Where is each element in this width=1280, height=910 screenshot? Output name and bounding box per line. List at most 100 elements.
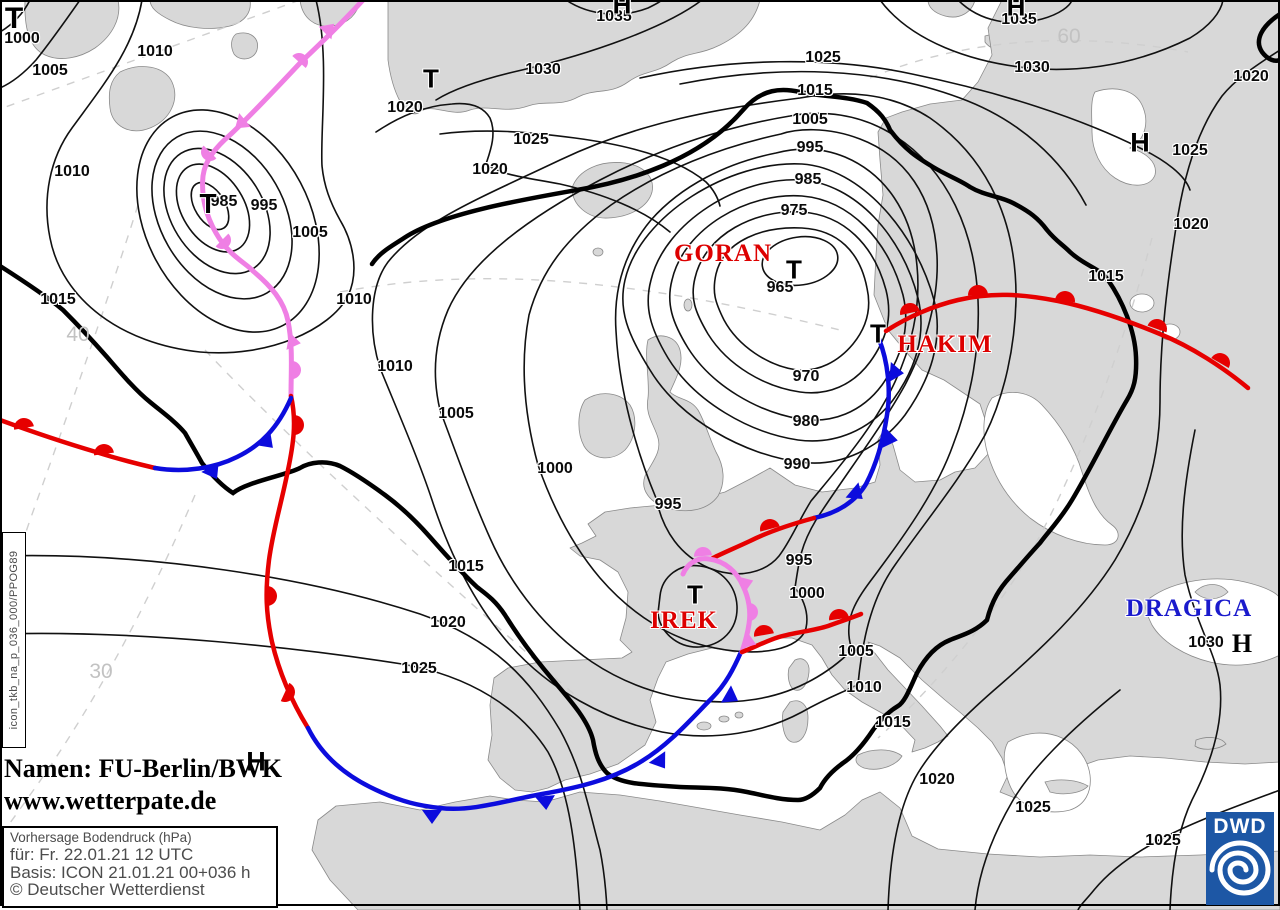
isobar-label: 1035 [596, 8, 632, 25]
isobars-bold [0, 11, 1280, 803]
dwd-logo-text: DWD [1213, 815, 1267, 838]
land-ireland [578, 393, 636, 459]
latitude-label: 40 [66, 323, 90, 346]
land-shetland [683, 298, 693, 312]
cold-front-markers [201, 362, 904, 824]
isobar-label: 1010 [137, 43, 173, 60]
latitude-label: 30 [89, 660, 113, 683]
land-great-britain [643, 335, 724, 512]
isobar-label: 1020 [430, 614, 466, 631]
land-corsica [787, 658, 810, 691]
info-model-basis: Basis: ICON 21.01.21 00+036 h [10, 862, 251, 882]
cyclone-name-irek: IREK [650, 607, 718, 634]
forecast-info-box: Vorhersage Bodendruck (hPa) für: Fr. 22.… [2, 826, 278, 908]
warm-front [710, 515, 817, 561]
isobar-label: 1020 [919, 771, 955, 788]
isobar-label: 1010 [377, 358, 413, 375]
isobar-label: 1015 [1088, 268, 1124, 285]
isobar-label: 1025 [1145, 832, 1181, 849]
warm-front [739, 611, 864, 655]
isobar-label: 1030 [1014, 59, 1050, 76]
isobar-label: 1005 [792, 111, 828, 128]
isobar-label: 1025 [805, 49, 841, 66]
isobar-label: 1010 [336, 291, 372, 308]
isobar-label: 1010 [846, 679, 882, 696]
land-balearics [696, 721, 712, 731]
isobar-label: 1035 [1001, 11, 1037, 28]
isobar-label: 1025 [1015, 799, 1051, 816]
isobar-label: 995 [785, 552, 813, 569]
isobar-label: 1000 [789, 585, 825, 602]
isobar-label: 1025 [401, 660, 437, 677]
website-url: www.wetterpate.de [4, 786, 217, 815]
info-title: Vorhersage Bodendruck (hPa) [10, 830, 192, 845]
warm-front [264, 393, 311, 731]
low-center-symbol-goran: T [786, 254, 802, 285]
low-center-symbol: T [423, 63, 439, 94]
isobar-label: 990 [783, 456, 811, 473]
isobar-label: 995 [654, 496, 682, 513]
isobar-label: 1005 [32, 62, 68, 79]
isobar-label: 1020 [1233, 68, 1269, 85]
info-copyright: © Deutscher Wetterdienst [10, 880, 205, 900]
sea-white-sea [1091, 88, 1156, 186]
isobar-label: 975 [780, 202, 808, 219]
isobar-label: 1020 [387, 99, 423, 116]
isobar-label: 1005 [838, 643, 874, 660]
land-crete [1044, 779, 1089, 795]
isobar-label: 1030 [525, 61, 561, 78]
isobar-label: 1020 [472, 161, 508, 178]
sea-black-sea [1145, 578, 1280, 666]
land-arctic-islands [231, 32, 258, 60]
occluded-front-markers [201, 23, 758, 649]
sea-baltic [983, 391, 1119, 546]
anticyclone-name-dragica: DRAGICA [1125, 595, 1253, 622]
land-balearics [734, 711, 744, 719]
cyclone-name-hakim: HAKIM [897, 331, 993, 358]
product-code: icon_tkb_na_p_036_000/PPOG89 [8, 550, 20, 730]
lake [1129, 293, 1155, 313]
high-center-symbol: H [1006, 0, 1026, 22]
isobar-label: 1020 [1173, 216, 1209, 233]
low-center-symbol-irek: T [687, 579, 703, 610]
isobar-label: 1025 [513, 131, 549, 148]
cold-front [305, 649, 744, 811]
land-arctic-islands [108, 66, 176, 132]
isobar-label: 995 [250, 197, 278, 214]
land-faroe [592, 247, 604, 257]
isobar-label: 1005 [292, 224, 328, 241]
dwd-spiral-icon [1209, 840, 1271, 896]
isobar-label: 1005 [438, 405, 474, 422]
latitude-label: 60 [1057, 25, 1081, 48]
cyclone-name-goran: GORAN [673, 240, 773, 267]
isobar-label: 980 [792, 413, 820, 430]
isobar-label: 1000 [4, 30, 40, 47]
names-credit: Namen: FU-Berlin/BWK [4, 754, 283, 783]
land-north-africa [311, 791, 1280, 910]
isobar-label: 995 [796, 139, 824, 156]
isobar-label: 970 [792, 368, 820, 385]
warm-front [0, 417, 158, 471]
land-crimea [1194, 584, 1229, 600]
isobar-label: 1015 [797, 82, 833, 99]
info-valid-time: für: Fr. 22.01.21 12 UTC [10, 845, 194, 865]
isobar-label: 1030 [1188, 634, 1224, 651]
cold-front [152, 395, 294, 473]
warm-front-markers [14, 285, 1230, 702]
isobar-label: 1015 [448, 558, 484, 575]
high-center-symbol-dragica: H [1231, 629, 1253, 658]
product-code-box: icon_tkb_na_p_036_000/PPOG89 [2, 532, 26, 748]
isobar-label: 1015 [40, 291, 76, 308]
fronts [0, 0, 1251, 824]
high-center-symbol: H [1130, 127, 1150, 158]
land-arctic-islands [149, 0, 251, 29]
land-cyprus [1194, 737, 1227, 750]
cold-front [811, 336, 891, 521]
isobar-label: 1025 [1172, 142, 1208, 159]
graticule [0, 0, 1189, 837]
isobar-label: 1015 [875, 714, 911, 731]
islands [578, 247, 1229, 795]
